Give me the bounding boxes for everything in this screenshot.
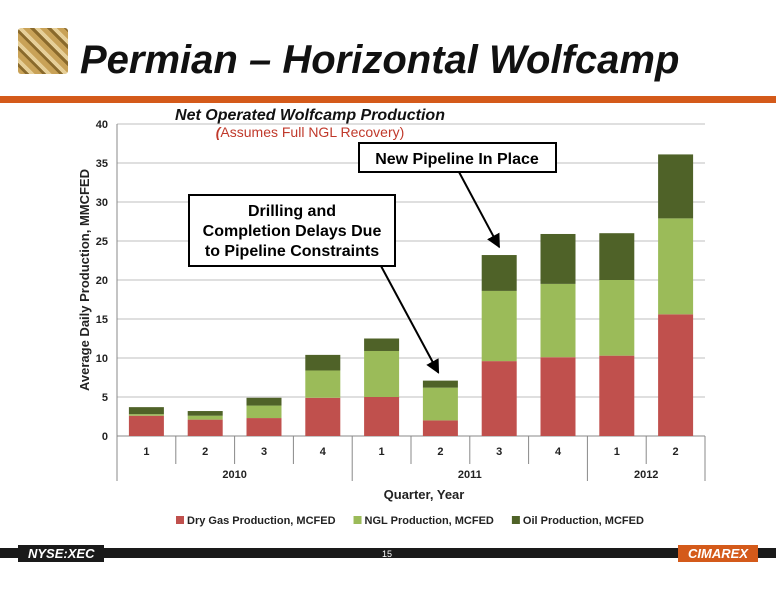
ticker-label: NYSE:XEC — [18, 545, 105, 562]
y-tick-label-10: 10 — [96, 353, 108, 365]
bar-6-series-1 — [422, 420, 458, 436]
annotation-pipeline-text: New Pipeline In Place — [375, 151, 539, 168]
bar-3-series-1 — [246, 418, 282, 436]
annotation-box-delays — [188, 194, 396, 267]
legend-swatch-3 — [511, 516, 520, 524]
y-tick-label-40: 40 — [96, 119, 108, 131]
bar-10-series-3 — [658, 154, 694, 219]
bar-4-series-1 — [305, 397, 341, 436]
annotation-delays-line-1: Drilling and — [248, 203, 336, 220]
x-tick-label-5: 1 — [379, 446, 385, 458]
x-year-label-2010: 2010 — [222, 469, 246, 481]
x-tick-label-4: 4 — [320, 446, 327, 458]
bar-2-series-3 — [187, 411, 223, 416]
bar-6-series-3 — [422, 380, 458, 388]
bar-4-series-2 — [305, 370, 341, 398]
x-tick-label-3: 3 — [261, 446, 267, 458]
company-logo-image — [18, 28, 68, 74]
production-chart: 0 5 10 15 20 25 30 35 40 1 2 3 4 1 2 3 4 1 2 2010 2011 2012 Qu… — [77, 107, 706, 527]
bar-7-series-1 — [481, 361, 517, 436]
bar-2-series-2 — [187, 415, 223, 420]
y-tick-label-20: 20 — [96, 275, 108, 287]
bar-8-series-1 — [540, 357, 576, 436]
legend-swatch-1 — [176, 516, 184, 524]
bar-5-series-2 — [364, 350, 400, 397]
x-year-label-2011: 2011 — [458, 469, 482, 481]
legend-label-3: Oil Production, MCFED — [523, 515, 644, 527]
bar-8-series-3 — [540, 233, 576, 284]
bar-8-series-2 — [540, 283, 576, 358]
bar-5-series-1 — [364, 397, 400, 436]
annotation-delays-line-3: to Pipeline Constraints — [205, 243, 379, 260]
bar-3-series-3 — [246, 397, 282, 406]
bar-1-series-3 — [128, 407, 164, 415]
page-number: 15 — [381, 549, 392, 559]
bar-10-series-2 — [658, 218, 694, 315]
x-tick-label-10: 2 — [673, 446, 679, 458]
bar-1-series-1 — [128, 415, 164, 436]
y-tick-label-0: 0 — [102, 431, 108, 443]
bar-9-series-1 — [599, 355, 635, 436]
x-axis-title: Quarter, Year — [384, 487, 465, 502]
bar-10-series-1 — [658, 314, 694, 436]
y-tick-label-35: 35 — [96, 158, 108, 170]
y-tick-label-30: 30 — [96, 197, 108, 209]
bar-2-series-1 — [187, 419, 223, 436]
annotation-delays-line-2: Completion Delays Due — [203, 223, 382, 240]
bar-7-series-2 — [481, 290, 517, 362]
bar-4-series-3 — [305, 354, 341, 371]
brand-logo-text: CIMAREX — [678, 545, 758, 562]
slide-title: Permian – Horizontal Wolfcamp — [80, 38, 680, 82]
x-tick-label-7: 3 — [496, 446, 502, 458]
bar-1-series-2 — [128, 414, 164, 416]
x-year-label-2012: 2012 — [634, 469, 658, 481]
legend-swatch-2 — [353, 516, 362, 524]
bar-6-series-2 — [422, 387, 458, 421]
bar-9-series-2 — [599, 280, 635, 356]
legend-label-2: NGL Production, MCFED — [365, 515, 494, 527]
chart-title: Net Operated Wolfcamp Production — [175, 107, 445, 124]
y-tick-label-25: 25 — [96, 236, 108, 248]
x-tick-label-6: 2 — [437, 446, 443, 458]
y-tick-label-15: 15 — [96, 314, 108, 326]
chart-subtitle: (Assumes Full NGL Recovery) — [216, 124, 405, 140]
footer-bar — [0, 548, 776, 558]
annotation-box-pipeline — [358, 142, 557, 173]
bar-9-series-3 — [599, 233, 635, 280]
bar-5-series-3 — [364, 338, 400, 351]
y-tick-label-5: 5 — [102, 392, 108, 404]
x-tick-label-8: 4 — [555, 446, 562, 458]
bar-7-series-3 — [481, 255, 517, 291]
y-axis-title: Average Daily Production, MMCFED — [77, 169, 92, 391]
legend-label-1: Dry Gas Production, MCFED — [187, 515, 336, 527]
x-tick-label-2: 2 — [202, 446, 208, 458]
x-tick-label-1: 1 — [143, 446, 149, 458]
annotation-arrow-delays — [380, 265, 440, 374]
title-divider — [0, 96, 776, 103]
x-tick-label-9: 1 — [614, 446, 620, 458]
bar-3-series-2 — [246, 405, 282, 419]
annotation-arrow-pipeline — [458, 171, 501, 249]
